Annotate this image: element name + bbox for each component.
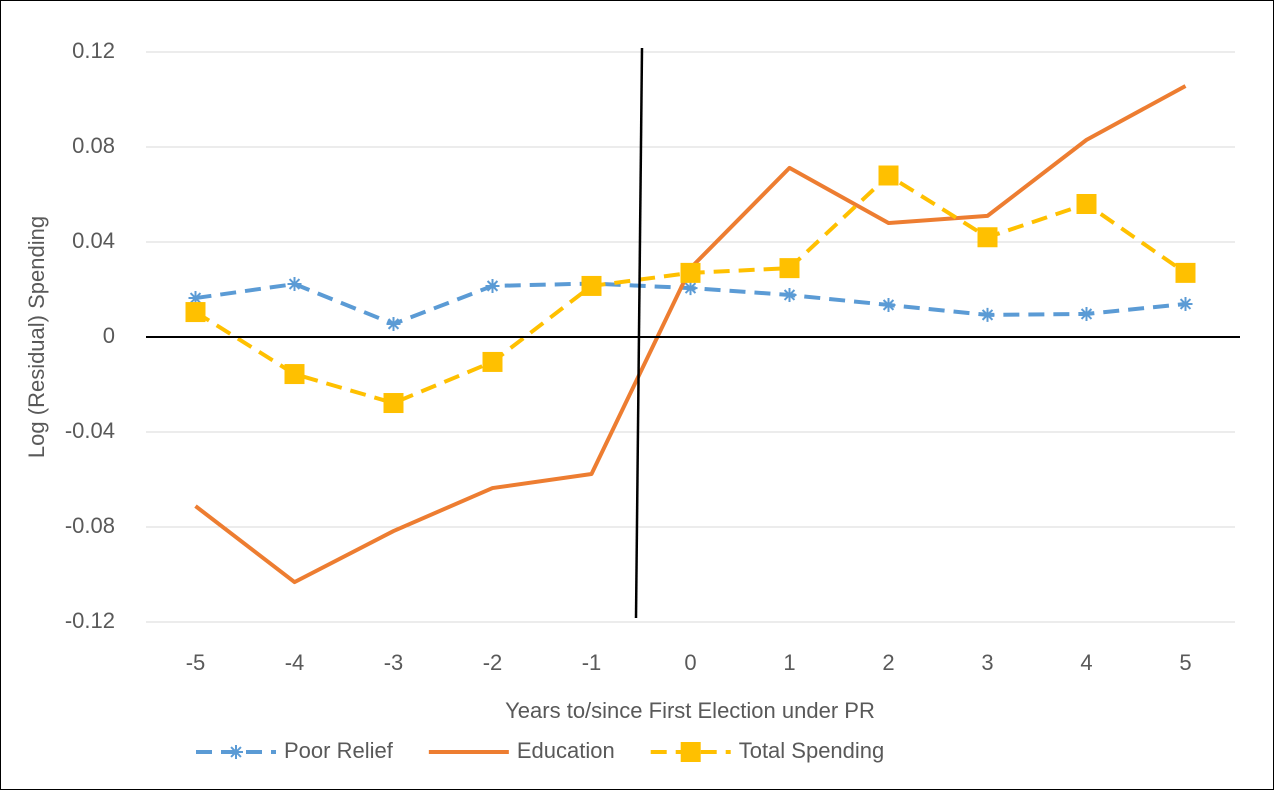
x-tick-label: -1	[582, 650, 602, 675]
plot-area	[185, 84, 1196, 585]
y-tick-label: -0.08	[65, 513, 115, 538]
x-tick-label: -3	[384, 650, 404, 675]
legend-marker	[680, 742, 701, 762]
y-tick-label: 0	[103, 323, 115, 348]
x-tick-label: 3	[981, 650, 993, 675]
y-tick-label: 0.12	[72, 38, 115, 63]
marker	[881, 297, 896, 312]
x-axis-title: Years to/since First Election under PR	[505, 698, 875, 723]
marker	[782, 287, 797, 302]
y-axis-title: Log (Residual) Spending	[24, 216, 49, 458]
x-tick-label: -5	[186, 650, 206, 675]
legend-label: Poor Relief	[284, 738, 394, 763]
marker	[683, 281, 698, 296]
x-tick-label: 5	[1179, 650, 1191, 675]
y-tick-label: 0.08	[72, 133, 115, 158]
x-tick-label: -2	[483, 650, 503, 675]
marker	[185, 302, 206, 323]
marker	[1178, 296, 1193, 311]
marker	[482, 351, 503, 372]
marker	[980, 307, 995, 322]
marker	[188, 291, 203, 306]
y-tick-label: 0.04	[72, 228, 115, 253]
marker	[287, 277, 302, 292]
x-tick-label: 1	[783, 650, 795, 675]
marker	[977, 227, 998, 248]
x-tick-label: 2	[882, 650, 894, 675]
legend: Poor Relief Education Total Spending	[196, 738, 884, 763]
marker	[581, 275, 602, 296]
marker	[386, 316, 401, 331]
marker	[1175, 262, 1196, 283]
marker	[485, 278, 500, 293]
marker	[1076, 194, 1097, 214]
labels: 0.12 0.08 0.04 0 -0.04 -0.08 -0.12 -5 -4 -3 -2 -1 0 1…	[65, 38, 1240, 675]
marker	[680, 262, 701, 283]
legend-label: Education	[517, 738, 615, 763]
y-tick-label: -0.04	[65, 418, 115, 443]
marker	[284, 364, 305, 385]
grid	[146, 51, 1235, 623]
marker	[779, 258, 800, 279]
marker	[1079, 306, 1094, 321]
x-tick-label: 0	[684, 650, 696, 675]
x-tick-label: -4	[285, 650, 305, 675]
x-tick-label: 4	[1080, 650, 1092, 675]
y-tick-label: -0.12	[65, 608, 115, 633]
legend-label: Total Spending	[739, 738, 885, 763]
reference-line	[634, 47, 644, 619]
marker	[383, 393, 404, 414]
marker	[878, 165, 899, 186]
legend-marker	[229, 745, 243, 759]
